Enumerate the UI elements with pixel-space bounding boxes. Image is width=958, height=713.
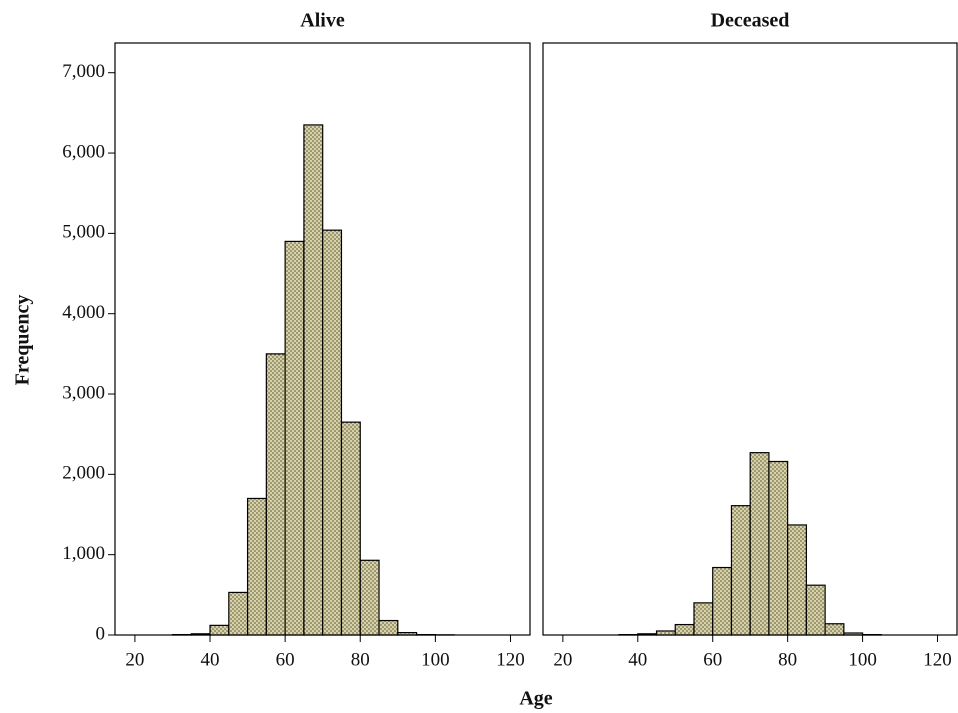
x-tick-label: 80 bbox=[351, 649, 370, 670]
x-tick-label: 20 bbox=[553, 649, 572, 670]
bar bbox=[284, 240, 305, 636]
bar bbox=[378, 619, 399, 636]
y-tick-label: 0 bbox=[96, 623, 106, 644]
x-axis-label: Age bbox=[519, 688, 552, 710]
x-tick-label: 40 bbox=[628, 649, 647, 670]
bar bbox=[805, 584, 826, 636]
bar bbox=[303, 124, 324, 636]
panel-title: Alive bbox=[300, 10, 345, 32]
bar bbox=[228, 591, 249, 636]
panel-frame bbox=[114, 42, 531, 636]
bar bbox=[787, 524, 807, 636]
y-tick-label: 2,000 bbox=[62, 463, 105, 484]
bar bbox=[768, 460, 789, 636]
y-tick-label: 1,000 bbox=[62, 543, 105, 564]
y-tick-label: 5,000 bbox=[62, 222, 105, 243]
y-tick-label: 7,000 bbox=[62, 61, 105, 82]
x-tick-label: 100 bbox=[421, 649, 450, 670]
bar bbox=[359, 559, 380, 636]
bar bbox=[340, 421, 361, 636]
bar bbox=[209, 624, 230, 636]
bar bbox=[730, 505, 751, 636]
x-tick-label: 120 bbox=[496, 649, 525, 670]
bar bbox=[824, 623, 845, 636]
bar bbox=[322, 229, 343, 636]
panel-frame bbox=[542, 42, 958, 636]
x-tick-label: 60 bbox=[703, 649, 722, 670]
bar bbox=[655, 630, 676, 636]
x-tick-label: 100 bbox=[848, 649, 877, 670]
x-tick-label: 120 bbox=[923, 649, 952, 670]
y-axis-label: Frequency bbox=[12, 295, 34, 386]
y-tick-label: 3,000 bbox=[62, 382, 105, 403]
bar bbox=[749, 452, 770, 636]
x-tick-label: 40 bbox=[201, 649, 220, 670]
y-tick-label: 4,000 bbox=[62, 302, 105, 323]
y-tick-label: 6,000 bbox=[62, 141, 105, 162]
bar bbox=[674, 623, 695, 636]
bar bbox=[246, 497, 267, 636]
panel-title: Deceased bbox=[711, 10, 790, 32]
x-tick-label: 80 bbox=[778, 649, 797, 670]
bar bbox=[693, 602, 714, 636]
x-tick-label: 60 bbox=[276, 649, 295, 670]
bar bbox=[265, 353, 286, 636]
x-tick-label: 20 bbox=[125, 649, 144, 670]
bar bbox=[712, 566, 733, 636]
